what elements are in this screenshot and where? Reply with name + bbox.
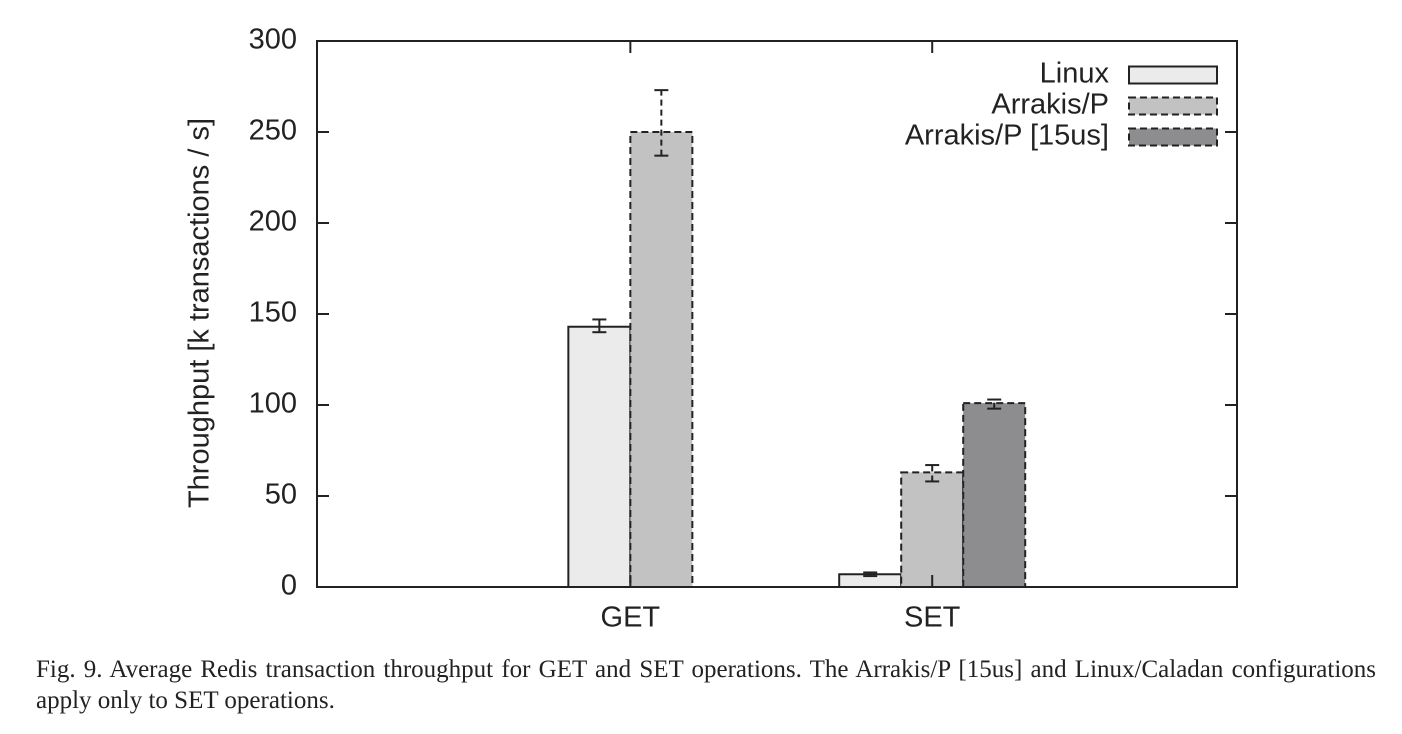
x-tick-label: SET xyxy=(904,602,961,634)
y-tick-label: 300 xyxy=(249,24,297,56)
legend-label: Arrakis/P xyxy=(991,89,1109,121)
figure-caption: Fig. 9. Average Redis transaction throug… xyxy=(36,656,1376,714)
bar-arrakis-p-get xyxy=(629,131,694,588)
error-bar xyxy=(592,318,607,334)
error-bar xyxy=(654,89,669,157)
error-bar xyxy=(925,464,940,483)
legend-swatch xyxy=(1128,96,1218,116)
legend-label: Arrakis/P [15us] xyxy=(905,120,1109,152)
y-axis-title: Throughput [k transactions / s] xyxy=(184,118,216,508)
x-tick-label: GET xyxy=(601,602,661,634)
bar-arrakis-p-15us-set xyxy=(962,402,1027,588)
error-bar xyxy=(987,398,1002,410)
y-tick-label: 0 xyxy=(281,570,297,602)
y-tick-label: 250 xyxy=(249,115,297,147)
legend-swatch xyxy=(1128,127,1218,147)
bar-chart: Throughput [k transactions / s] 0 50 100 15… xyxy=(184,24,1238,634)
y-tick-label: 50 xyxy=(265,479,297,511)
y-tick-label: 100 xyxy=(249,388,297,420)
y-tick-label: 200 xyxy=(249,206,297,238)
legend-swatch xyxy=(1128,65,1218,85)
y-tick-label: 150 xyxy=(249,297,297,329)
bar-arrakis-p-set xyxy=(900,471,965,588)
bar-linux-get xyxy=(567,325,632,588)
error-bar xyxy=(863,571,878,578)
legend-label: Linux xyxy=(1040,58,1110,90)
